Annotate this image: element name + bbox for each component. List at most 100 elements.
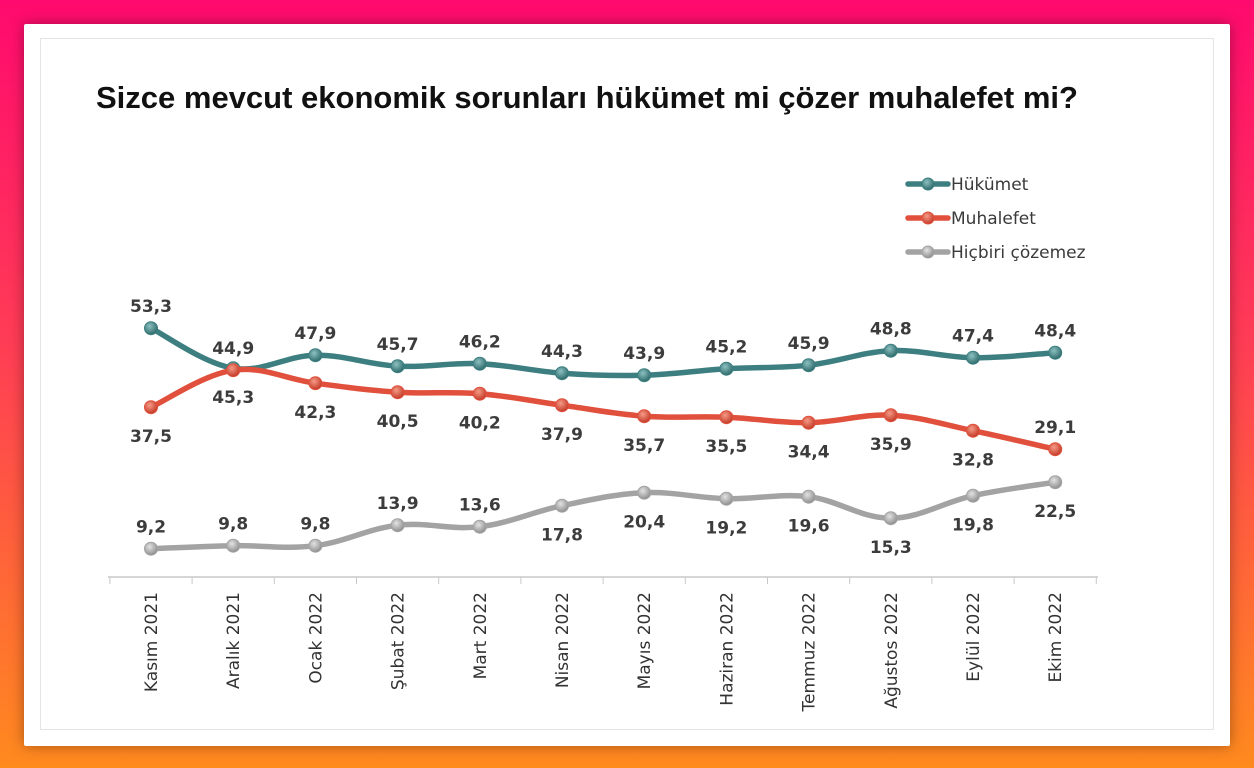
data-label: 47,4 (952, 327, 994, 347)
data-point (226, 538, 241, 553)
data-point (472, 386, 487, 401)
data-point (555, 498, 569, 513)
chart-frame (40, 38, 1214, 730)
legend-marker (921, 211, 935, 225)
data-label: 19,8 (952, 516, 994, 536)
data-point (144, 541, 158, 556)
data-point (883, 511, 898, 526)
data-point (308, 538, 323, 553)
data-label: 13,9 (377, 494, 419, 514)
data-label: 34,4 (788, 443, 830, 463)
x-axis: Kasım 2021 Aralık 2021 Ocak 2022 Şubat 2022… (108, 576, 1098, 712)
data-label: 40,5 (377, 412, 419, 432)
data-point (637, 409, 652, 424)
series-line-muhalefet (148, 366, 1058, 452)
data-point (390, 518, 405, 533)
chart-title: Sizce mevcut ekonomik sorunları hükümet … (96, 80, 1078, 115)
x-tick-label-mayis-2022: Mayıs 2022 (635, 592, 655, 689)
data-label: 29,1 (1034, 418, 1076, 438)
data-label: 44,9 (212, 339, 254, 359)
legend-label: Hiçbiri çözemez (951, 243, 1086, 263)
data-point (1048, 345, 1063, 360)
data-label: 35,7 (623, 436, 665, 456)
x-tick-label-subat-2022: Şubat 2022 (389, 592, 409, 690)
data-label: 15,3 (870, 538, 912, 558)
legend-marker (921, 177, 935, 191)
data-label: 44,3 (541, 342, 583, 362)
legend-item-hicbiri-cozemez: Hiçbiri çözemez (905, 243, 1086, 263)
chart-card: Sizce mevcut ekonomik sorunları hükümet … (24, 24, 1230, 746)
data-label: 45,9 (788, 334, 830, 354)
series-hicbiri-cozemez: 9,2 9,8 9,8 13,9 13,6 17,8 20,4 19,2 19,6 15,3 19,… (136, 475, 1076, 558)
data-label: 45,7 (377, 335, 419, 355)
data-point (637, 368, 652, 383)
data-point (308, 376, 323, 391)
data-point (1048, 442, 1063, 457)
data-label: 9,8 (300, 515, 330, 535)
data-point (719, 361, 734, 376)
data-point (801, 358, 816, 373)
data-point (719, 491, 734, 506)
legend-label: Muhalefet (951, 209, 1036, 229)
legend-item-hukumet: Hükümet (905, 175, 1029, 195)
data-point (966, 488, 980, 503)
x-tick-label-mart-2022: Mart 2022 (471, 592, 491, 679)
data-label: 19,2 (705, 519, 747, 539)
data-point (883, 343, 898, 358)
data-label: 19,6 (788, 517, 830, 537)
data-label: 42,3 (294, 403, 336, 423)
data-label: 35,9 (870, 435, 912, 455)
data-point (555, 398, 569, 413)
data-point (719, 410, 734, 425)
data-label: 9,8 (218, 515, 248, 535)
data-point (144, 321, 158, 336)
x-tick-label-eylul-2022: Eylül 2022 (964, 592, 984, 682)
data-label: 37,5 (130, 427, 172, 447)
data-point (1048, 475, 1063, 490)
data-label: 46,2 (459, 333, 501, 353)
data-point (390, 385, 405, 400)
data-label: 17,8 (541, 526, 583, 546)
x-tick-label-kasim-2021: Kasım 2021 (142, 592, 162, 692)
series-line-hicbiri-cozemez (148, 479, 1058, 552)
x-tick-label-aralik-2021: Aralık 2021 (224, 592, 244, 689)
data-point (555, 366, 569, 381)
data-label: 40,2 (459, 414, 501, 434)
data-point (144, 400, 158, 415)
data-point (226, 363, 241, 378)
data-point (801, 489, 816, 504)
data-label: 45,3 (212, 388, 254, 408)
x-tick-label-ocak-2022: Ocak 2022 (306, 592, 326, 684)
series-hukumet: 53,3 45,3 47,9 45,7 46,2 44,3 43,9 45,2 45,9 48,8… (130, 297, 1076, 408)
data-label: 35,5 (705, 437, 747, 457)
legend-label: Hükümet (951, 175, 1029, 195)
data-label: 48,8 (870, 320, 912, 340)
series-muhalefet: 37,5 44,9 42,3 40,5 40,2 37,9 35,7 35,5 34,4 35,9… (130, 339, 1076, 471)
legend-item-muhalefet: Muhalefet (905, 209, 1036, 229)
data-label: 47,9 (294, 324, 336, 344)
data-point (637, 485, 652, 500)
x-tick-label-nisan-2022: Nisan 2022 (553, 592, 573, 688)
series-line-hukumet (148, 325, 1058, 379)
data-label: 22,5 (1034, 502, 1076, 522)
data-point (472, 356, 487, 371)
data-point (966, 423, 980, 438)
x-tick-label-agustos-2022: Ağustos 2022 (882, 592, 902, 709)
data-label: 43,9 (623, 344, 665, 364)
data-point (472, 519, 487, 534)
data-point (390, 359, 405, 374)
data-label: 45,2 (705, 338, 747, 358)
data-point (801, 415, 816, 430)
x-tick-label-ekim-2022: Ekim 2022 (1046, 592, 1066, 683)
series-group: 53,3 45,3 47,9 45,7 46,2 44,3 43,9 45,2 45,9 48,8… (130, 297, 1076, 558)
legend: Hükümet Muhalefet Hiçbiri çözemez (905, 175, 1086, 263)
x-tick-label-temmuz-2022: Temmuz 2022 (800, 592, 820, 712)
data-point (966, 350, 980, 365)
data-label: 48,4 (1034, 322, 1076, 342)
data-label: 32,8 (952, 451, 994, 471)
data-label: 9,2 (136, 518, 166, 538)
data-point (883, 408, 898, 423)
data-label: 20,4 (623, 513, 665, 533)
data-label: 53,3 (130, 297, 172, 317)
